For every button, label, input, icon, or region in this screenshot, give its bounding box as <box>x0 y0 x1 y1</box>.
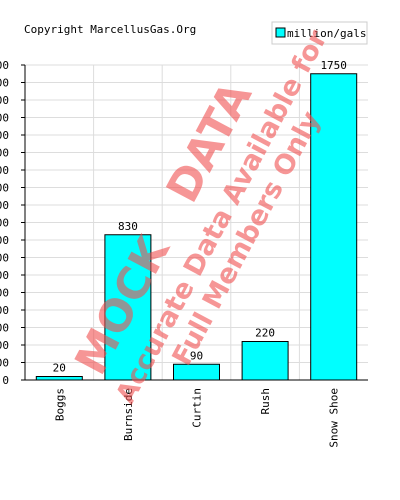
value-label: 20 <box>53 362 66 375</box>
y-tick-label: 900 <box>0 217 9 230</box>
y-tick-label: 700 <box>0 252 9 265</box>
value-label: 830 <box>118 220 138 233</box>
legend-box <box>271 21 368 45</box>
y-tick-label: 300 <box>0 322 9 335</box>
y-tick-label: 800 <box>0 234 9 247</box>
bar <box>35 376 83 381</box>
legend-label: million/gals <box>287 27 366 40</box>
bar <box>104 234 152 381</box>
y-tick-label: 1500 <box>0 112 9 125</box>
y-tick-label: 400 <box>0 304 9 317</box>
x-tick-label: Curtin <box>191 388 204 428</box>
value-label: 90 <box>190 349 203 362</box>
y-tick-label: 600 <box>0 269 9 282</box>
y-tick-label: 1400 <box>0 129 9 142</box>
y-tick-label: 1200 <box>0 164 9 177</box>
y-tick-label: 0 <box>2 374 9 387</box>
y-tick-label: 1800 <box>0 59 9 72</box>
chart-title: Copyright MarcellusGas.Org <box>24 23 196 36</box>
x-tick-label: Snow Shoe <box>328 388 341 448</box>
y-tick-label: 1000 <box>0 199 9 212</box>
bar <box>310 73 358 381</box>
y-tick-label: 500 <box>0 287 9 300</box>
value-label: 220 <box>255 327 275 340</box>
y-tick-label: 1600 <box>0 94 9 107</box>
y-tick-label: 200 <box>0 339 9 352</box>
legend-swatch <box>275 27 286 38</box>
x-tick-label: Rush <box>259 388 272 415</box>
y-tick-label: 1700 <box>0 77 9 90</box>
y-tick-label: 100 <box>0 357 9 370</box>
value-label: 1750 <box>320 59 347 72</box>
bar <box>173 363 220 381</box>
x-tick-label: Burnside <box>122 388 135 441</box>
y-tick-label: 1300 <box>0 147 9 160</box>
y-tick-label: 1100 <box>0 182 9 195</box>
x-tick-label: Boggs <box>53 388 66 421</box>
bar <box>241 341 289 381</box>
